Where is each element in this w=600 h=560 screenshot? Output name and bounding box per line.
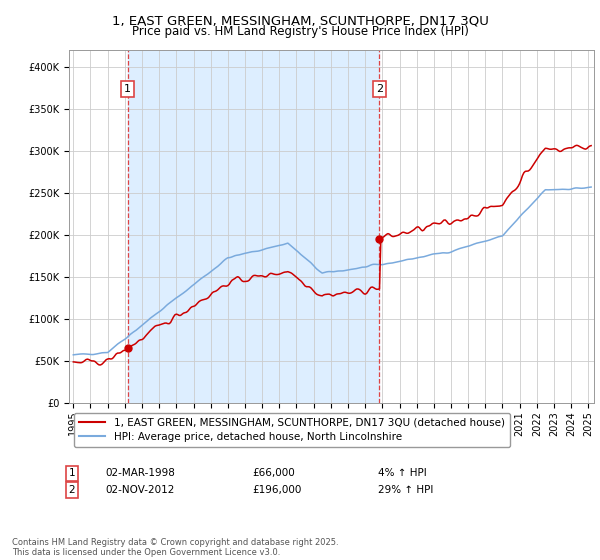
Text: Price paid vs. HM Land Registry's House Price Index (HPI): Price paid vs. HM Land Registry's House …	[131, 25, 469, 38]
Text: 1: 1	[68, 468, 76, 478]
Legend: 1, EAST GREEN, MESSINGHAM, SCUNTHORPE, DN17 3QU (detached house), HPI: Average p: 1, EAST GREEN, MESSINGHAM, SCUNTHORPE, D…	[74, 413, 510, 447]
Text: 29% ↑ HPI: 29% ↑ HPI	[378, 485, 433, 495]
Text: 2: 2	[376, 84, 383, 94]
Text: Contains HM Land Registry data © Crown copyright and database right 2025.
This d: Contains HM Land Registry data © Crown c…	[12, 538, 338, 557]
Text: 1: 1	[124, 84, 131, 94]
Text: 2: 2	[68, 485, 76, 495]
Text: 1, EAST GREEN, MESSINGHAM, SCUNTHORPE, DN17 3QU: 1, EAST GREEN, MESSINGHAM, SCUNTHORPE, D…	[112, 14, 488, 27]
Text: £66,000: £66,000	[252, 468, 295, 478]
Text: 4% ↑ HPI: 4% ↑ HPI	[378, 468, 427, 478]
Text: 02-NOV-2012: 02-NOV-2012	[105, 485, 175, 495]
Text: £196,000: £196,000	[252, 485, 301, 495]
Text: 02-MAR-1998: 02-MAR-1998	[105, 468, 175, 478]
Bar	[128, 50, 379, 403]
